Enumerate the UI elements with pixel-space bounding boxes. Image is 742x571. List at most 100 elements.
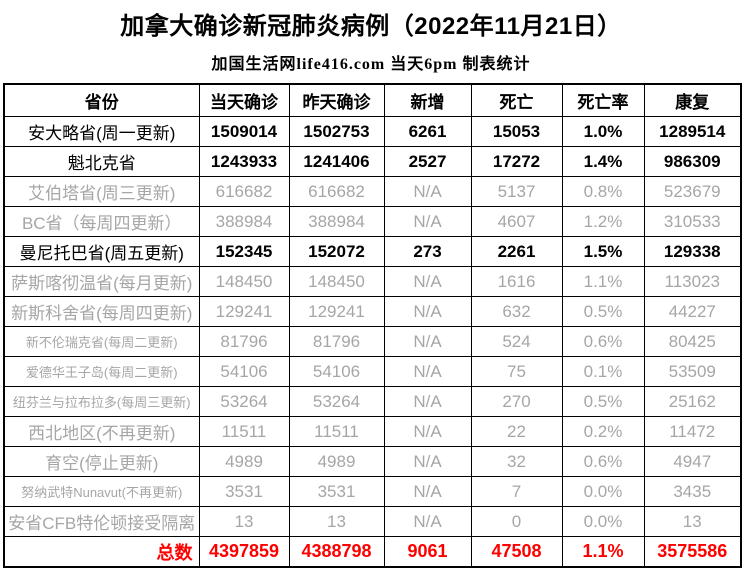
cell-deaths: 1616 xyxy=(470,266,563,297)
cell-yesterday: 13 xyxy=(288,506,385,537)
cell-new: N/A xyxy=(383,326,472,357)
total-death-rate: 1.1% xyxy=(561,536,645,568)
cell-today: 388984 xyxy=(198,206,290,237)
cell-death-rate: 1.0% xyxy=(561,116,645,147)
cell-province: 西北地区(不再更新) xyxy=(3,416,200,447)
cell-new: N/A xyxy=(383,476,472,507)
table-row: 新斯科舍省(每周四更新) 129241 129241 N/A 632 0.5% 44227 xyxy=(3,296,742,327)
cell-province: 新斯科舍省(每周四更新) xyxy=(3,296,200,327)
cell-province: 萨斯喀彻温省(每月更新) xyxy=(3,266,200,297)
cell-yesterday: 54106 xyxy=(288,356,385,387)
cell-deaths: 4607 xyxy=(470,206,563,237)
page-subtitle: 加国生活网life416.com 当天6pm 制表统计 xyxy=(211,56,531,73)
cell-new: N/A xyxy=(383,506,472,537)
cell-today: 1509014 xyxy=(198,116,290,147)
table-footer: 总数 4397859 4388798 9061 47508 1.1% 35755… xyxy=(3,536,742,568)
cell-recovered: 1289514 xyxy=(643,116,742,147)
cell-death-rate: 1.5% xyxy=(561,236,645,267)
total-today: 4397859 xyxy=(198,536,290,568)
cell-deaths: 17272 xyxy=(470,146,563,177)
col-header-recovered: 康复 xyxy=(643,83,742,117)
table-body: 安大略省(周一更新) 1509014 1502753 6261 15053 1.0% 128… xyxy=(3,116,742,537)
cell-recovered: 3435 xyxy=(643,476,742,507)
total-new: 9061 xyxy=(383,536,472,568)
cell-today: 152345 xyxy=(198,236,290,267)
cell-province: 努纳武特Nunavut(不再更新) xyxy=(3,476,200,507)
cell-death-rate: 0.8% xyxy=(561,176,645,207)
cell-deaths: 524 xyxy=(470,326,563,357)
cell-yesterday: 1241406 xyxy=(288,146,385,177)
cell-today: 54106 xyxy=(198,356,290,387)
col-header-new: 新增 xyxy=(383,83,472,117)
cell-deaths: 75 xyxy=(470,356,563,387)
cell-death-rate: 0.6% xyxy=(561,326,645,357)
cell-recovered: 113023 xyxy=(643,266,742,297)
cell-recovered: 80425 xyxy=(643,326,742,357)
cell-deaths: 7 xyxy=(470,476,563,507)
table-row: 爱德华王子岛(每周二更新) 54106 54106 N/A 75 0.1% 53509 xyxy=(3,356,742,387)
cell-deaths: 5137 xyxy=(470,176,563,207)
header-row: 省份 当天确诊 昨天确诊 新增 死亡 死亡率 康复 xyxy=(3,83,742,117)
page-title: 加拿大确诊新冠肺炎病例（2022年11月21日） xyxy=(120,13,622,40)
cell-recovered: 310533 xyxy=(643,206,742,237)
cell-today: 4989 xyxy=(198,446,290,477)
table-row: 新不伦瑞克省(每周二更新) 81796 81796 N/A 524 0.6% 80425 xyxy=(3,326,742,357)
cell-today: 148450 xyxy=(198,266,290,297)
cell-today: 11511 xyxy=(198,416,290,447)
cell-recovered: 986309 xyxy=(643,146,742,177)
total-deaths: 47508 xyxy=(470,536,563,568)
table-row: 育空(停止更新) 4989 4989 N/A 32 0.6% 4947 xyxy=(3,446,742,477)
cell-death-rate: 1.4% xyxy=(561,146,645,177)
cell-recovered: 4947 xyxy=(643,446,742,477)
cell-today: 81796 xyxy=(198,326,290,357)
cell-province: BC省（每周四更新） xyxy=(3,206,200,237)
col-header-yesterday: 昨天确诊 xyxy=(288,83,385,117)
cell-death-rate: 1.2% xyxy=(561,206,645,237)
cell-death-rate: 0.0% xyxy=(561,476,645,507)
cell-today: 1243933 xyxy=(198,146,290,177)
cell-recovered: 44227 xyxy=(643,296,742,327)
cell-yesterday: 1502753 xyxy=(288,116,385,147)
cell-deaths: 22 xyxy=(470,416,563,447)
table-row: 努纳武特Nunavut(不再更新) 3531 3531 N/A 7 0.0% 3435 xyxy=(3,476,742,507)
cell-new: N/A xyxy=(383,206,472,237)
col-header-today: 当天确诊 xyxy=(198,83,290,117)
cell-death-rate: 0.1% xyxy=(561,356,645,387)
cell-province: 纽芬兰与拉布拉多(每周三更新) xyxy=(3,386,200,417)
cell-today: 13 xyxy=(198,506,290,537)
total-recovered: 3575586 xyxy=(643,536,742,568)
cell-province: 艾伯塔省(周三更新) xyxy=(3,176,200,207)
cell-recovered: 11472 xyxy=(643,416,742,447)
table-row: 纽芬兰与拉布拉多(每周三更新) 53264 53264 N/A 270 0.5% 25162 xyxy=(3,386,742,417)
cell-new: N/A xyxy=(383,446,472,477)
cell-yesterday: 11511 xyxy=(288,416,385,447)
total-label: 总数 xyxy=(3,536,200,568)
cell-recovered: 523679 xyxy=(643,176,742,207)
cell-death-rate: 0.2% xyxy=(561,416,645,447)
cell-new: N/A xyxy=(383,416,472,447)
cell-yesterday: 152072 xyxy=(288,236,385,267)
cell-province: 安大略省(周一更新) xyxy=(3,116,200,147)
table-row: 安省CFB特伦顿接受隔离 13 13 N/A 0 0.0% 13 xyxy=(3,506,742,537)
cell-new: N/A xyxy=(383,386,472,417)
cell-today: 129241 xyxy=(198,296,290,327)
cell-recovered: 53509 xyxy=(643,356,742,387)
cell-deaths: 0 xyxy=(470,506,563,537)
cell-province: 爱德华王子岛(每周二更新) xyxy=(3,356,200,387)
cell-recovered: 129338 xyxy=(643,236,742,267)
cell-province: 安省CFB特伦顿接受隔离 xyxy=(3,506,200,537)
cell-deaths: 270 xyxy=(470,386,563,417)
cell-death-rate: 0.5% xyxy=(561,386,645,417)
cell-new: N/A xyxy=(383,296,472,327)
cell-deaths: 15053 xyxy=(470,116,563,147)
cell-yesterday: 129241 xyxy=(288,296,385,327)
cell-recovered: 25162 xyxy=(643,386,742,417)
cell-new: N/A xyxy=(383,356,472,387)
cell-yesterday: 3531 xyxy=(288,476,385,507)
cell-today: 3531 xyxy=(198,476,290,507)
cell-new: 6261 xyxy=(383,116,472,147)
cell-today: 53264 xyxy=(198,386,290,417)
table-row: 西北地区(不再更新) 11511 11511 N/A 22 0.2% 11472 xyxy=(3,416,742,447)
covid-stats-table: 省份 当天确诊 昨天确诊 新增 死亡 死亡率 康复 安大略省(周一更新) 1509… xyxy=(3,83,742,568)
